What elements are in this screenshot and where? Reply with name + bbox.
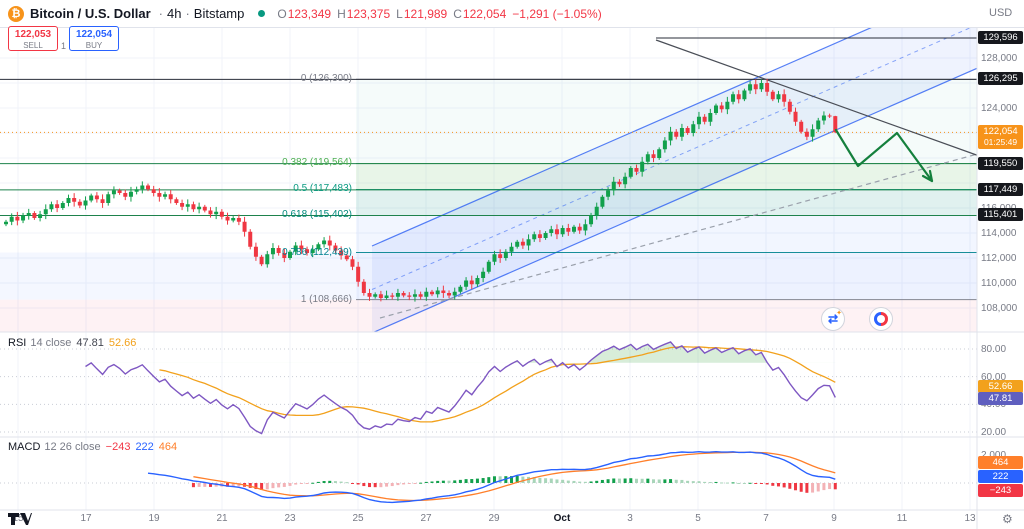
sell-price: 122,053 xyxy=(14,29,52,40)
exchange-label[interactable]: Bitstamp xyxy=(193,6,245,21)
time-axis-label: 3 xyxy=(627,513,633,524)
rsi-ma-badge: 52.66 xyxy=(978,380,1023,393)
time-axis-label: 7 xyxy=(763,513,769,524)
chart-toolbar: ₿ Bitcoin / U.S. Dollar · 4h · Bitstamp … xyxy=(0,0,1024,28)
rsi-scale-label: 60.00 xyxy=(981,371,1007,383)
price-axis-label: 108,000 xyxy=(981,303,1018,314)
macd-legend[interactable]: MACD 12 26 close −243 222 464 xyxy=(8,441,177,453)
currency-selector[interactable]: USD xyxy=(989,7,1013,19)
time-axis-label: 21 xyxy=(216,513,228,524)
time-axis-label: 29 xyxy=(488,513,500,524)
price-axis-label: 110,000 xyxy=(981,278,1017,289)
ring-icon xyxy=(874,312,888,326)
time-axis-label: 19 xyxy=(148,513,160,524)
rsi-ma-value: 52.66 xyxy=(108,337,137,349)
macd-signal-value: 464 xyxy=(158,441,178,453)
rsi-legend[interactable]: RSI 14 close 47.81 52.66 xyxy=(8,337,136,349)
time-axis[interactable]: 15 17 19 21 23 25 27 29 Oct 3 5 7 9 11 13 xyxy=(0,511,977,529)
rsi-params: 14 close xyxy=(30,337,72,349)
close-label: C xyxy=(453,6,462,21)
time-axis-label: 5 xyxy=(695,513,701,524)
time-axis-label: 25 xyxy=(352,513,364,524)
low-value: 121,989 xyxy=(403,6,448,21)
countdown-timer: 01:25:49 xyxy=(983,137,1018,148)
time-axis-label: 27 xyxy=(420,513,432,524)
macd-scale-label: 2,000 xyxy=(981,450,1006,461)
fib-level-label: 1 (108,666) xyxy=(300,293,352,305)
rsi-scale-label: 80.00 xyxy=(981,344,1007,355)
low-label: L xyxy=(396,6,403,21)
title-separator: · xyxy=(185,6,190,21)
open-label: O xyxy=(277,6,287,21)
price-axis-label: 114,000 xyxy=(981,228,1017,239)
price-level-badge: 129,596 xyxy=(978,31,1023,45)
time-axis-label: 15 xyxy=(12,513,24,524)
sell-label: SELL xyxy=(23,41,43,50)
swap-arrows-icon: ⇄ xyxy=(827,312,839,326)
price-axis-label: 128,000 xyxy=(981,53,1018,64)
current-price-text: 122,054 xyxy=(983,126,1018,138)
rsi-line-badge: 47.81 xyxy=(978,392,1023,405)
fib-level-label: 0.618 (115,402) xyxy=(282,209,352,221)
macd-title: MACD xyxy=(8,441,41,453)
close-value: 122,054 xyxy=(462,6,507,21)
time-axis-label: Oct xyxy=(553,513,571,524)
time-axis-label: 23 xyxy=(284,513,296,524)
macd-params: 12 26 close xyxy=(44,441,101,453)
open-value: 123,349 xyxy=(287,6,332,21)
rsi-title: RSI xyxy=(8,337,27,349)
high-value: 123,375 xyxy=(346,6,391,21)
macd-line-value: 222 xyxy=(135,441,154,453)
price-level-badge: 117,449 xyxy=(978,182,1023,196)
macd-hist-value: −243 xyxy=(105,441,131,453)
buy-label: BUY xyxy=(85,41,103,50)
high-label: H xyxy=(337,6,346,21)
price-axis-label: 124,000 xyxy=(981,103,1018,114)
time-axis-label: 13 xyxy=(964,513,976,524)
fib-level-label: 0 (126,300) xyxy=(300,73,352,85)
current-price-badge: 122,054 01:25:49 xyxy=(978,125,1023,150)
rsi-scale-label: 20.00 xyxy=(981,426,1007,438)
bitcoin-icon: ₿ xyxy=(8,5,24,22)
candles-series xyxy=(4,78,838,302)
time-axis-label: 9 xyxy=(831,513,837,524)
order-panel: 122,053 SELL 1 122,054 BUY xyxy=(8,26,120,51)
market-status-dot xyxy=(258,10,266,17)
time-axis-label: 17 xyxy=(80,513,92,524)
rsi-line-value: 47.81 xyxy=(76,337,104,349)
price-level-badge: 119,550 xyxy=(978,156,1023,170)
chart-action-swap-button[interactable]: ⇄ ✦ xyxy=(821,307,845,331)
sell-button[interactable]: 122,053 SELL xyxy=(8,26,58,51)
price-level-badge: 115,401 xyxy=(978,208,1023,222)
change-value: −1,291 (−1.05%) xyxy=(512,6,602,21)
price-level-badge: 126,295 xyxy=(978,72,1023,86)
macd-value-badge: 464 xyxy=(978,456,1023,469)
macd-value-badge: −243 xyxy=(978,484,1023,497)
fib-level-label: 0.382 (119,564) xyxy=(282,157,352,169)
spread-value: 1 xyxy=(61,41,67,51)
buy-button[interactable]: 122,054 BUY xyxy=(69,26,120,51)
spark-icon: ✦ xyxy=(836,310,842,317)
symbol-title[interactable]: Bitcoin / U.S. Dollar xyxy=(30,6,151,21)
tradingview-logo[interactable] xyxy=(7,512,33,529)
fib-level-label: 0.5 (117,483) xyxy=(293,183,352,195)
interval-selector[interactable]: 4h xyxy=(166,6,182,21)
time-axis-label: 11 xyxy=(896,513,908,524)
title-separator: · xyxy=(158,6,163,21)
chart-action-ring-button[interactable] xyxy=(869,307,893,331)
buy-price: 122,054 xyxy=(75,29,113,40)
price-axis-label: 112,000 xyxy=(981,253,1017,264)
gear-icon[interactable]: ⚙ xyxy=(1002,512,1013,526)
fib-level-label: 0.786 (112,439) xyxy=(282,246,352,258)
macd-value-badge: 222 xyxy=(978,470,1023,483)
